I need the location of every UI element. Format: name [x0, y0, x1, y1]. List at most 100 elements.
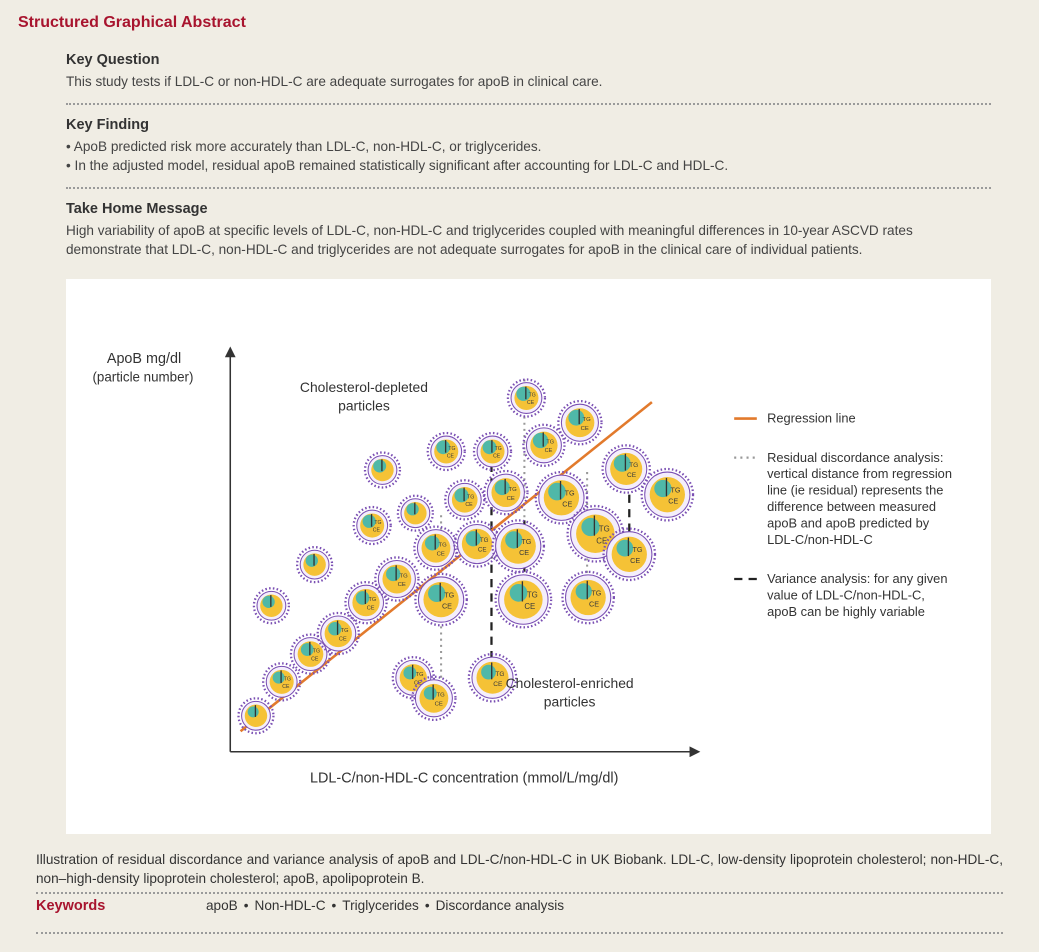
svg-text:CE: CE — [493, 454, 501, 460]
page-title: Structured Graphical Abstract — [18, 14, 1021, 32]
svg-text:LDL-C/non-HDL-C: LDL-C/non-HDL-C — [767, 532, 873, 547]
svg-text:CE: CE — [373, 528, 381, 534]
svg-text:TG: TG — [508, 487, 517, 493]
svg-text:vertical distance from regress: vertical distance from regression — [767, 466, 952, 481]
figure-caption: Illustration of residual discordance and… — [36, 850, 1003, 888]
svg-text:CE: CE — [589, 599, 599, 608]
svg-text:CE: CE — [596, 537, 607, 546]
svg-text:TG: TG — [439, 543, 448, 549]
svg-text:CE: CE — [311, 657, 319, 663]
svg-text:TG: TG — [448, 446, 455, 452]
scatter-figure: ApoB mg/dl (particle number) LDL-C/non-HDL… — [76, 289, 981, 824]
keywords-row: Keywords apoB•Non-HDL-C•Triglycerides•Di… — [36, 898, 1003, 914]
svg-text:Residual discordance analysis:: Residual discordance analysis: — [767, 450, 943, 465]
particle-icon: TG CE — [412, 677, 455, 720]
svg-text:TG: TG — [527, 590, 538, 599]
keyword-item: Triglycerides — [342, 898, 419, 913]
particle-icon: TG CE — [474, 433, 511, 470]
divider — [36, 892, 1003, 894]
svg-text:TG: TG — [599, 525, 610, 534]
svg-text:CE: CE — [339, 636, 347, 642]
particle-icon: TG CE — [428, 433, 465, 470]
svg-text:TG: TG — [529, 393, 536, 399]
svg-text:TG: TG — [368, 597, 376, 603]
svg-text:CE: CE — [493, 681, 503, 688]
svg-text:(particle number): (particle number) — [92, 370, 193, 385]
svg-text:line (ie residual) represents: line (ie residual) represents the — [767, 483, 943, 498]
svg-text:CE: CE — [442, 602, 452, 611]
svg-text:TG: TG — [591, 589, 601, 598]
svg-text:CE: CE — [398, 582, 406, 588]
svg-text:CE: CE — [437, 552, 445, 558]
svg-text:value of LDL-C/non-HDL-C,: value of LDL-C/non-HDL-C, — [767, 588, 925, 603]
svg-text:TG: TG — [399, 573, 408, 579]
svg-text:CE: CE — [507, 496, 515, 502]
keywords-label: Keywords — [36, 898, 206, 914]
key-finding-section: Key Finding • ApoB predicted risk more a… — [66, 107, 991, 185]
key-question-section: Key Question This study tests if LDL-C o… — [66, 42, 991, 101]
particle-icon: TG CE — [493, 521, 544, 572]
svg-text:particles: particles — [338, 398, 390, 414]
svg-text:TG: TG — [632, 545, 642, 554]
particle-icon: TG CE — [523, 425, 564, 466]
divider — [66, 187, 991, 189]
svg-text:CE: CE — [630, 556, 640, 565]
divider — [36, 932, 1003, 934]
particle-icon — [365, 453, 400, 488]
svg-text:Regression line: Regression line — [767, 411, 856, 426]
svg-text:CE: CE — [668, 497, 678, 506]
svg-text:ApoB mg/dl: ApoB mg/dl — [107, 351, 181, 367]
svg-text:TG: TG — [629, 462, 638, 469]
svg-text:CE: CE — [435, 702, 443, 708]
svg-text:TG: TG — [341, 628, 349, 634]
particle-icon: TG CE — [603, 445, 650, 492]
take-home-title: Take Home Message — [66, 201, 991, 217]
take-home-section: Take Home Message High variability of ap… — [66, 191, 991, 269]
particle-icon: TG CE — [604, 529, 655, 580]
svg-text:CE: CE — [627, 472, 637, 479]
svg-text:CE: CE — [465, 502, 473, 508]
svg-text:CE: CE — [581, 426, 589, 432]
svg-text:TG: TG — [444, 591, 454, 600]
svg-text:CE: CE — [527, 400, 535, 406]
svg-text:TG: TG — [284, 677, 291, 683]
svg-text:TG: TG — [436, 693, 445, 699]
particle-icon — [297, 547, 332, 582]
svg-text:particles: particles — [544, 694, 596, 710]
keyword-item: Discordance analysis — [436, 898, 564, 913]
svg-text:TG: TG — [495, 446, 502, 452]
svg-text:CE: CE — [524, 602, 535, 611]
page: Structured Graphical Abstract Key Questi… — [0, 0, 1039, 952]
svg-text:apoB and apoB predicted by: apoB and apoB predicted by — [767, 516, 930, 531]
svg-text:CE: CE — [447, 454, 455, 460]
svg-text:TG: TG — [521, 537, 531, 546]
key-finding-bullet-1: • ApoB predicted risk more accurately th… — [66, 137, 991, 156]
svg-text:TG: TG — [671, 486, 681, 495]
particle-icon: TGCE — [263, 663, 300, 700]
svg-text:apoB can be highly variable: apoB can be highly variable — [767, 604, 925, 619]
svg-text:CE: CE — [282, 684, 290, 690]
svg-text:CE: CE — [367, 606, 375, 612]
svg-text:Cholesterol-enriched: Cholesterol-enriched — [506, 675, 634, 691]
svg-text:TG: TG — [565, 489, 575, 498]
svg-text:TG: TG — [480, 537, 489, 544]
key-question-title: Key Question — [66, 52, 991, 68]
svg-text:CE: CE — [519, 548, 529, 557]
particle-icon: TG CE — [415, 574, 466, 625]
svg-text:CE: CE — [545, 448, 553, 454]
particle-icon: TGCE — [562, 572, 613, 623]
particle-icon: TGCE — [354, 507, 391, 544]
svg-text:TG: TG — [583, 417, 592, 423]
take-home-body: High variability of apoB at specific lev… — [66, 221, 991, 259]
particle-icon — [254, 588, 289, 623]
svg-text:TG: TG — [467, 494, 474, 500]
svg-text:Variance analysis: for any giv: Variance analysis: for any given — [767, 571, 947, 586]
particle-icon — [398, 496, 433, 531]
particle-icon: TG CE — [496, 572, 552, 628]
particle-icon: TG CE — [642, 469, 693, 520]
svg-text:TG: TG — [546, 440, 554, 446]
key-finding-title: Key Finding — [66, 117, 991, 133]
svg-text:difference between measured: difference between measured — [767, 499, 936, 514]
particle-icon: TG CE — [445, 480, 484, 519]
key-question-body: This study tests if LDL-C or non-HDL-C a… — [66, 72, 991, 91]
